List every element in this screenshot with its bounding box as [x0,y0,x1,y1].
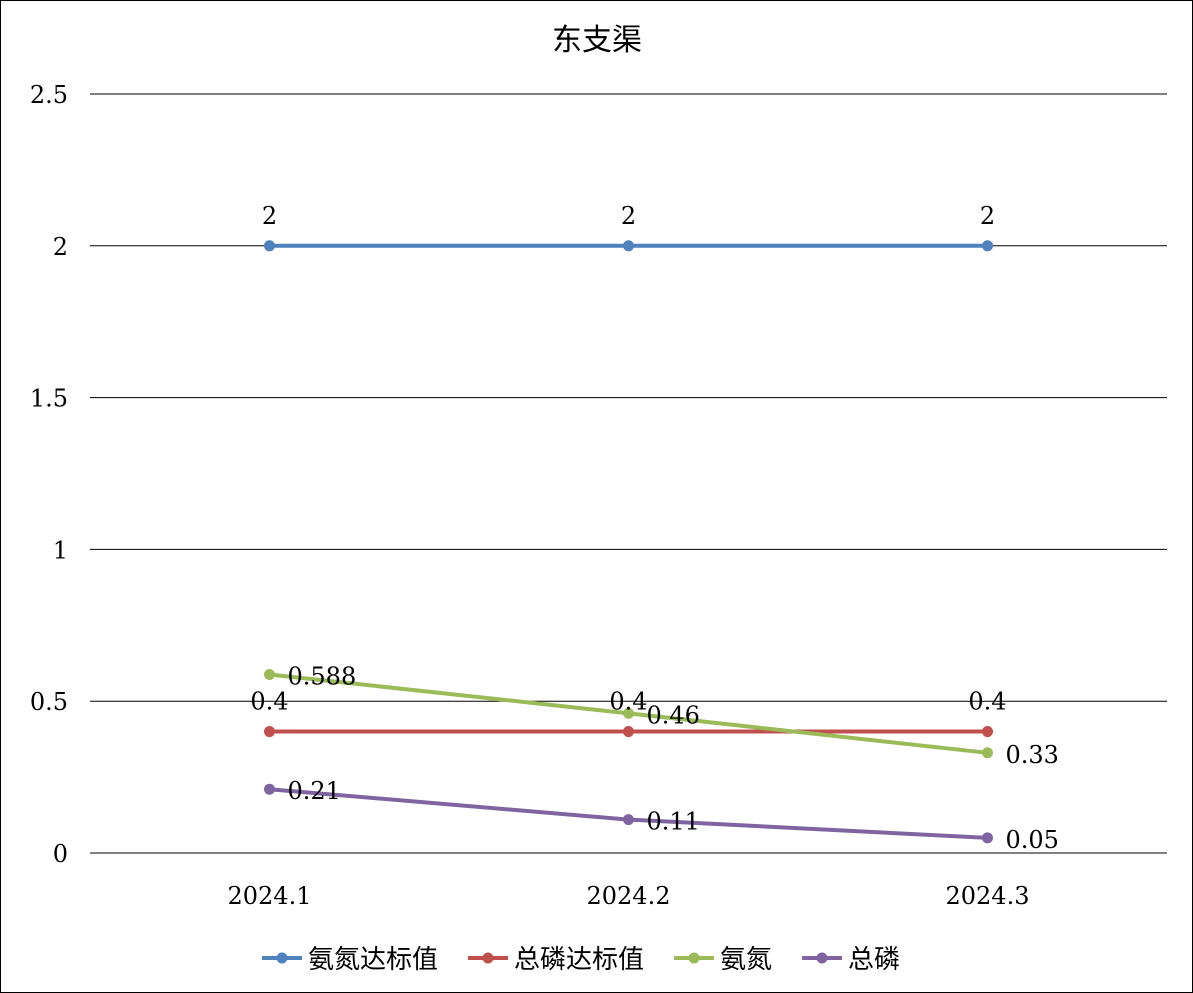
x-tick-label: 2024.3 [946,882,1030,910]
legend-item-1: 氨氮达标值 [262,945,438,975]
legend: 氨氮达标值 总磷达标值 氨氮 总磷 [262,945,900,975]
series-2 [264,726,993,738]
x-tick-label: 2024.1 [228,882,312,910]
data-label: 0.11 [647,808,700,836]
series-line [269,787,988,840]
y-tick-label: 2.5 [30,81,68,109]
data-point [623,814,634,826]
y-tick-label: 1.5 [30,385,68,413]
series-layer [264,240,993,844]
legend-label: 氨氮 [720,945,772,975]
legend-label: 氨氮达标值 [308,945,438,975]
data-label: 2 [262,202,277,230]
data-point [982,240,993,252]
legend-label: 总磷 [848,945,900,975]
series-4 [264,783,993,844]
y-tick-label: 2 [53,233,68,261]
series-1 [264,240,993,252]
data-label: 0.33 [1006,741,1059,769]
legend-marker [688,952,700,964]
data-label: 2 [621,202,636,230]
legend-marker [482,952,494,964]
data-label: 0.588 [288,662,357,690]
data-point [623,707,634,719]
legend-label: 总磷达标值 [514,945,644,975]
data-point [623,726,634,738]
data-label: 0.4 [609,688,647,716]
data-label: 2 [980,202,995,230]
data-point [623,240,634,252]
data-point [982,726,993,738]
data-point [264,240,275,252]
data-point [264,668,275,680]
data-label: 0.46 [647,701,700,729]
y-tick-label: 0 [53,840,68,868]
legend-marker [816,952,828,964]
data-label: 0.21 [288,777,341,805]
chart-title: 东支渠 [552,23,642,58]
x-axis-ticks: 2024.1 2024.2 2024.3 [228,882,1030,910]
x-tick-label: 2024.2 [587,882,671,910]
series-3 [264,668,993,759]
data-point [982,747,993,759]
legend-item-4: 总磷 [802,945,900,975]
data-point [264,726,275,738]
legend-item-3: 氨氮 [674,945,772,975]
y-tick-label: 0.5 [30,688,68,716]
data-label: 0.4 [250,688,288,716]
data-label: 0.05 [1006,826,1059,854]
legend-item-2: 总磷达标值 [468,945,644,975]
y-axis-ticks: 0 0.5 1 1.5 2 2.5 [30,81,68,868]
data-label: 0.4 [968,688,1006,716]
data-point [982,832,993,844]
legend-marker [276,952,288,964]
y-tick-label: 1 [53,536,68,564]
data-point [264,783,275,795]
